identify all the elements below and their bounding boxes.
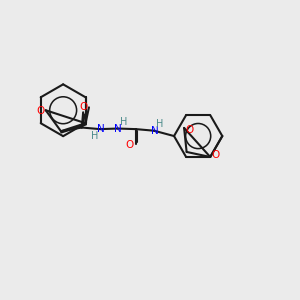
Text: N: N <box>151 126 159 136</box>
Text: O: O <box>80 102 88 112</box>
Text: N: N <box>114 124 122 134</box>
Text: O: O <box>212 150 220 160</box>
Text: O: O <box>185 125 194 135</box>
Text: H: H <box>120 117 127 127</box>
Text: N: N <box>97 124 104 134</box>
Text: H: H <box>91 130 98 141</box>
Text: O: O <box>36 106 44 116</box>
Text: O: O <box>125 140 134 150</box>
Text: H: H <box>156 119 164 129</box>
